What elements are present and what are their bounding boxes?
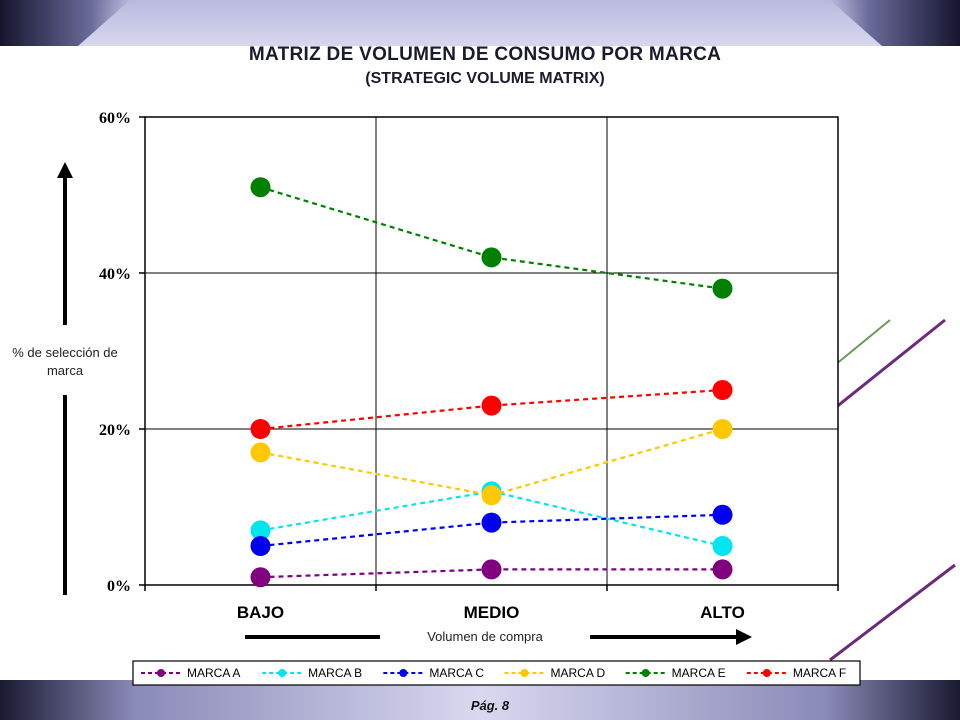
legend-item: MARCA A [141, 666, 240, 680]
data-point [250, 442, 271, 463]
legend-item: MARCA D [504, 666, 606, 680]
data-point [712, 419, 733, 439]
series-marca-a [250, 559, 733, 588]
series-marca-e [250, 177, 733, 299]
y-ticks: 0% 20% 40% 60% [99, 110, 145, 595]
data-point [481, 512, 502, 533]
series-marca-d [250, 419, 733, 506]
legend-label: MARCA D [551, 666, 606, 680]
data-point [712, 536, 733, 556]
x-tick-label: MEDIO [464, 603, 520, 622]
y-tick-label: 0% [107, 578, 131, 595]
series-line [260, 186, 723, 290]
series-marca-c [250, 504, 733, 556]
legend-label: MARCA A [187, 666, 240, 680]
legend-swatch-marker [157, 669, 165, 677]
legend-label: MARCA F [793, 666, 846, 680]
chart-subtitle: (STRATEGIC VOLUME MATRIX) [365, 70, 605, 87]
chart-title: MATRIZ DE VOLUMEN DE CONSUMO POR MARCA [248, 44, 722, 65]
data-point [481, 559, 502, 580]
data-point [712, 504, 733, 525]
legend-item: MARCA C [383, 666, 484, 680]
data-point [250, 520, 271, 541]
y-tick-label: 60% [99, 110, 131, 127]
data-point [250, 177, 271, 198]
data-point [250, 419, 271, 439]
y-arrow [57, 162, 73, 595]
header-band [0, 0, 960, 46]
footer-band [0, 680, 960, 720]
legend-label: MARCA C [429, 666, 484, 680]
y-tick-label: 40% [99, 266, 131, 283]
y-axis-label: % de selección de marca [12, 345, 118, 378]
data-point [481, 247, 502, 268]
x-arrow-head [736, 629, 752, 645]
page-number: Pág. 8 [470, 698, 510, 713]
x-tick-label: BAJO [237, 603, 284, 622]
legend-swatch-marker [399, 669, 408, 677]
legend-item: MARCA B [262, 666, 362, 680]
decor-line-purple-2 [829, 563, 956, 662]
legend-label: MARCA E [672, 666, 726, 680]
legend-label: MARCA B [308, 666, 362, 680]
data-point [250, 567, 271, 588]
legend-swatch-marker [520, 669, 529, 677]
x-tick-label: ALTO [700, 603, 745, 622]
legend-swatch-marker [278, 669, 287, 677]
legend-swatch-marker [641, 669, 650, 677]
legend-swatch-marker [762, 669, 771, 677]
data-point [250, 536, 271, 556]
series-marca-f [250, 380, 733, 439]
x-ticks: BAJO MEDIO ALTO [144, 585, 839, 622]
data-point [481, 485, 502, 506]
data-point [481, 395, 502, 416]
y-tick-label: 20% [99, 422, 131, 439]
data-point [712, 380, 733, 400]
legend-item: MARCA E [625, 666, 726, 680]
x-arrow [245, 629, 752, 645]
data-point [712, 559, 733, 580]
data-point [712, 278, 733, 299]
legend-item: MARCA F [746, 666, 846, 680]
legend-box [132, 660, 861, 686]
series-layer [250, 177, 733, 588]
x-axis-label: Volumen de compra [427, 629, 543, 644]
legend: MARCA A MARCA B MARCA C MARCA D MARCA E MARCA… [132, 660, 861, 686]
y-arrow-head [57, 162, 73, 178]
